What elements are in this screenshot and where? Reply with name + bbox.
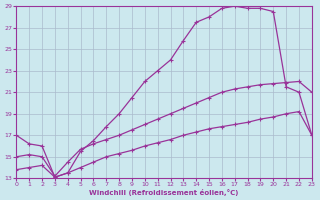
X-axis label: Windchill (Refroidissement éolien,°C): Windchill (Refroidissement éolien,°C) xyxy=(89,189,239,196)
